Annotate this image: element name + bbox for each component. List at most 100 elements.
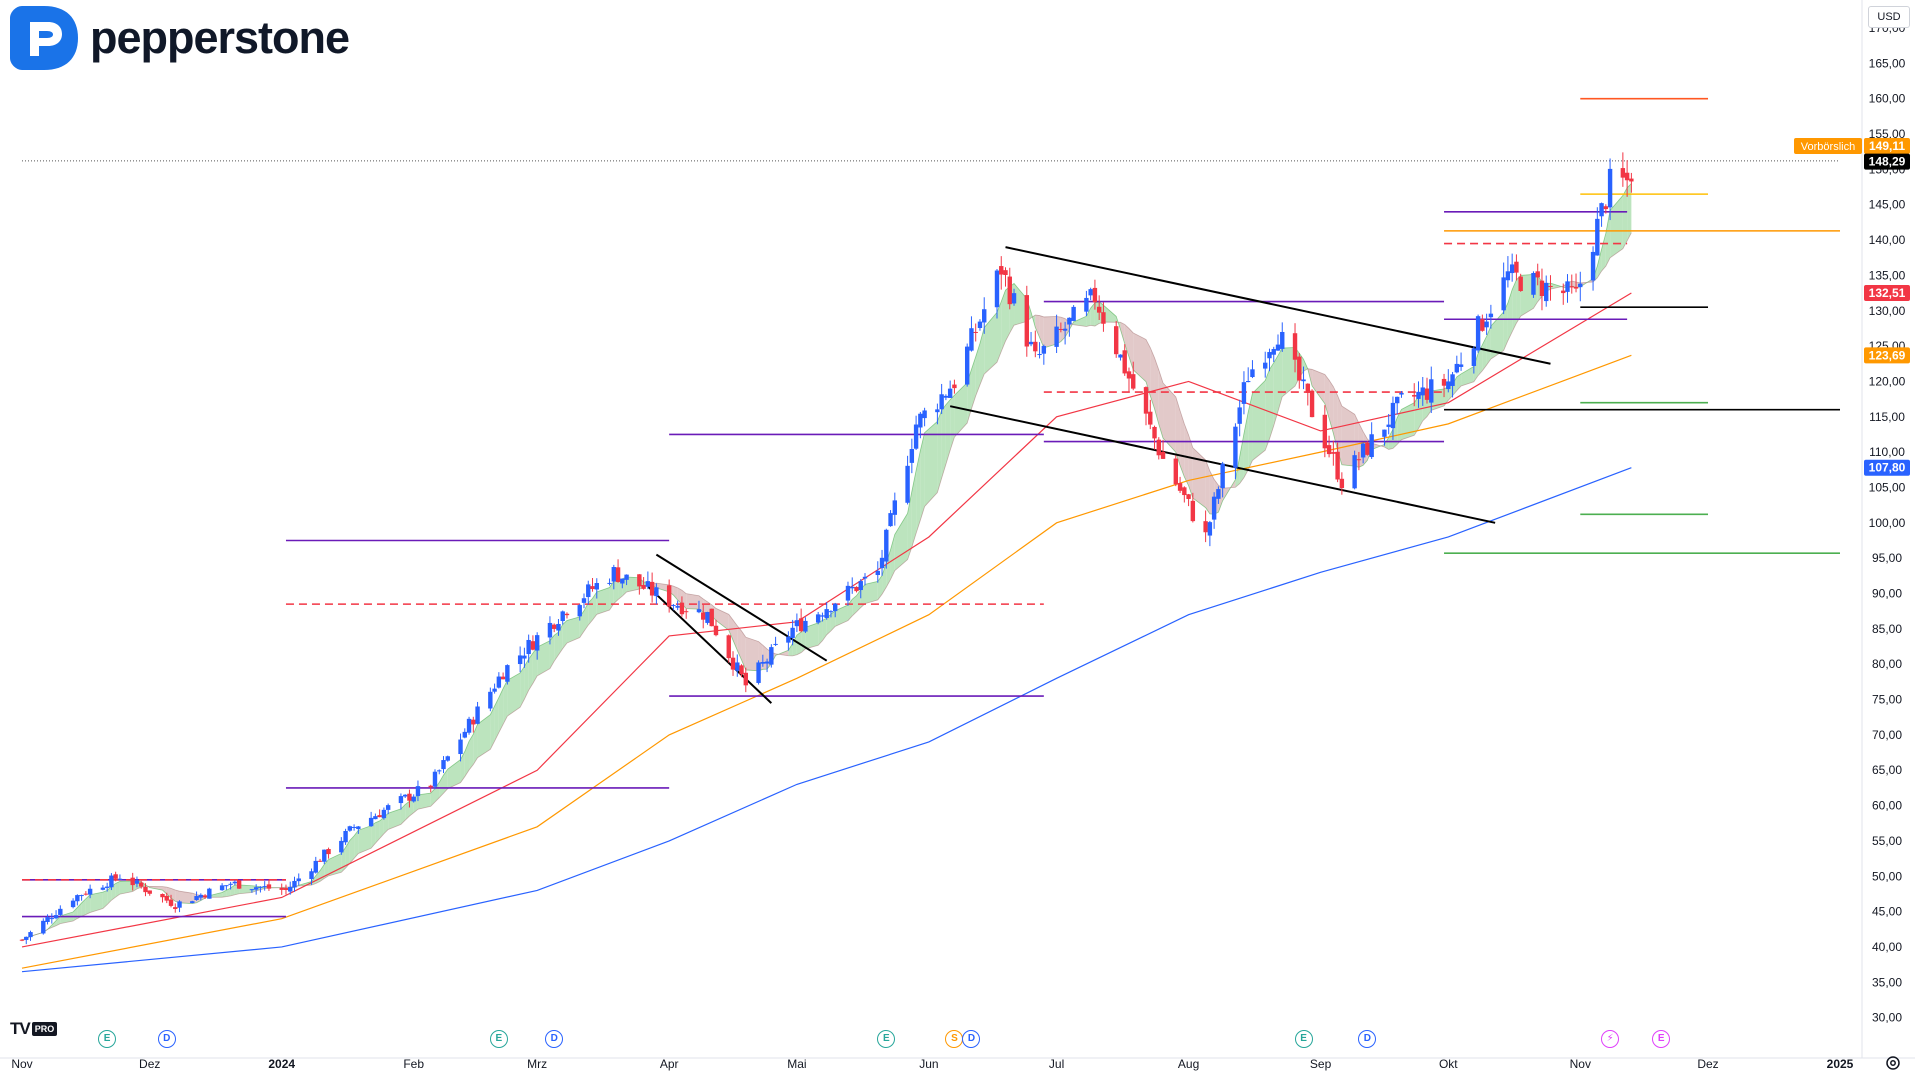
ribbon-cloud-segment [1188, 435, 1193, 499]
event-badge-d[interactable]: D [1358, 1030, 1377, 1048]
candle-body [326, 849, 331, 855]
ribbon-cloud-segment [1329, 380, 1334, 434]
candle-body [398, 796, 404, 804]
candle-body [1054, 326, 1059, 347]
event-badge-s[interactable]: S [945, 1030, 964, 1048]
ribbon-cloud-segment [417, 793, 431, 810]
tradingview-pro-label: PRO [31, 1022, 58, 1036]
candle-body [1092, 287, 1098, 303]
candle-body [909, 449, 915, 463]
ribbon-cloud-segment [1461, 366, 1474, 386]
ribbon-cloud-segment [60, 911, 74, 924]
candle-body [969, 328, 974, 351]
candle-body [19, 939, 25, 941]
ribbon-cloud-segment [979, 327, 985, 385]
candle-body [560, 611, 565, 622]
candle-body [1071, 306, 1076, 321]
event-badge-e[interactable]: E [877, 1030, 896, 1048]
candle-body [1058, 328, 1064, 330]
ribbon-cloud-segment [90, 892, 103, 913]
ribbon-cloud-segment [1418, 393, 1423, 429]
ribbon-cloud-segment [728, 614, 734, 641]
ribbon-cloud-segment [911, 470, 917, 548]
candle-body [1590, 251, 1596, 281]
ribbon-cloud-segment [822, 618, 827, 641]
event-badge-d[interactable]: D [545, 1030, 564, 1048]
candle-body [1360, 443, 1366, 458]
candle-body [168, 899, 174, 906]
candle-body [296, 878, 301, 882]
y-tick-label: 45,00 [1872, 905, 1902, 919]
y-tick-label: 105,00 [1869, 480, 1906, 494]
candle-body [1028, 341, 1034, 345]
ribbon-cloud-segment [1273, 355, 1278, 426]
event-badge-d[interactable]: D [962, 1030, 981, 1048]
y-tick-label: 145,00 [1869, 198, 1906, 212]
event-badge-e[interactable]: E [1294, 1030, 1313, 1048]
x-tick-label: Dez [139, 1057, 160, 1071]
candle-body [1067, 317, 1072, 325]
ribbon-cloud-segment [179, 891, 193, 904]
candle-body [1335, 451, 1340, 480]
y-tick-label: 75,00 [1872, 693, 1902, 707]
candle-body [466, 718, 472, 733]
ribbon-cloud-segment [1431, 388, 1445, 411]
ribbon-cloud-segment [1324, 374, 1330, 419]
tradingview-badge[interactable]: TV PRO [10, 1019, 58, 1038]
candle-body [1607, 168, 1613, 208]
candle-body [1173, 458, 1179, 485]
candle-body [1424, 388, 1430, 400]
candle-body [713, 625, 719, 636]
candle-body [798, 618, 804, 632]
candle-body [624, 574, 629, 580]
candle-body [679, 602, 685, 615]
candle-body [1429, 379, 1434, 403]
candle-body [53, 915, 59, 919]
settings-gear-icon[interactable] [1884, 1054, 1902, 1072]
event-badge-split[interactable]: ⚡ [1601, 1030, 1620, 1048]
candle-body [590, 586, 595, 590]
candle-body [1531, 272, 1536, 295]
candle-body [1037, 354, 1042, 356]
ribbon-cloud-segment [528, 653, 533, 691]
candle-body [309, 871, 314, 879]
candle-body [377, 815, 382, 818]
ribbon-cloud-segment [613, 580, 619, 604]
event-badge-e[interactable]: E [98, 1030, 117, 1048]
candle-body [407, 793, 412, 801]
ribbon-cloud-segment [1520, 274, 1534, 317]
candle-body [1561, 290, 1566, 294]
event-badge-d[interactable]: D [157, 1030, 176, 1048]
ribbon-cloud-segment [371, 822, 376, 849]
candle-body [313, 860, 318, 873]
candle-body [982, 309, 987, 323]
y-tick-label: 85,00 [1872, 622, 1902, 636]
candle-body [1382, 429, 1387, 437]
event-badge-e[interactable]: E [1652, 1030, 1671, 1048]
ema20-price-label-bg [1864, 285, 1910, 302]
ribbon-cloud-segment [1473, 353, 1479, 382]
candle-body [228, 883, 233, 885]
candle-body [564, 613, 570, 616]
candle-body [649, 581, 655, 596]
last-price-label: 148,29 [1869, 155, 1906, 169]
event-badge-e[interactable]: E [489, 1030, 508, 1048]
candle-body [194, 896, 199, 901]
candle-body [760, 662, 766, 664]
candle-body [1275, 344, 1281, 351]
ribbon-cloud-segment [119, 880, 133, 895]
currency-selector[interactable]: USD [1868, 6, 1910, 28]
ribbon-cloud-segment [524, 659, 529, 700]
candle-body [1152, 426, 1157, 439]
y-tick-label: 30,00 [1872, 1011, 1902, 1025]
x-tick-label: Dez [1697, 1057, 1718, 1071]
candle-body [1518, 276, 1523, 291]
candle-body [999, 266, 1004, 275]
ribbon-cloud-segment [1482, 336, 1487, 371]
ribbon-cloud-segment [405, 801, 410, 821]
ribbon-cloud-segment [1035, 314, 1040, 338]
candle-body [884, 529, 889, 562]
ribbon-cloud-segment [1507, 289, 1513, 341]
candle-body [1514, 261, 1519, 273]
